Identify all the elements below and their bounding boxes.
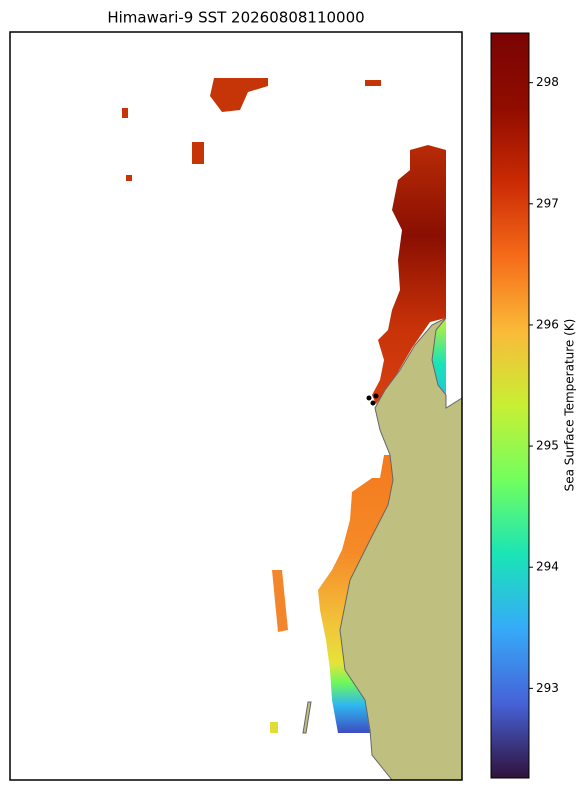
colorbar-tick-label: 298 — [536, 75, 559, 89]
colorbar-tick-label: 297 — [536, 196, 559, 210]
colorbar-tick-label: 294 — [536, 560, 559, 574]
map — [9, 31, 463, 781]
sst-south — [318, 455, 393, 733]
sst-speck — [270, 722, 278, 733]
land — [339, 317, 463, 781]
map-frame — [9, 31, 463, 781]
marker — [373, 393, 379, 399]
sst-west — [272, 570, 288, 632]
sst-north — [372, 145, 446, 404]
marker — [366, 395, 372, 401]
colorbar-label: Sea Surface Temperature (K) — [563, 319, 577, 492]
colorbar-tick-label: 293 — [536, 681, 559, 695]
colorbar-tick-label: 295 — [536, 439, 559, 453]
map-title: Himawari-9 SST 20260808110000 — [107, 9, 364, 27]
sst-strip — [432, 318, 446, 408]
sst-speck — [192, 142, 204, 164]
sst-nw — [210, 78, 268, 112]
sst-speck — [126, 175, 132, 181]
island — [302, 701, 312, 734]
sst-speck — [365, 80, 381, 86]
sst-speck — [122, 108, 128, 118]
colorbar — [490, 32, 530, 779]
colorbar-tick-label: 296 — [536, 317, 559, 331]
marker — [370, 400, 376, 406]
